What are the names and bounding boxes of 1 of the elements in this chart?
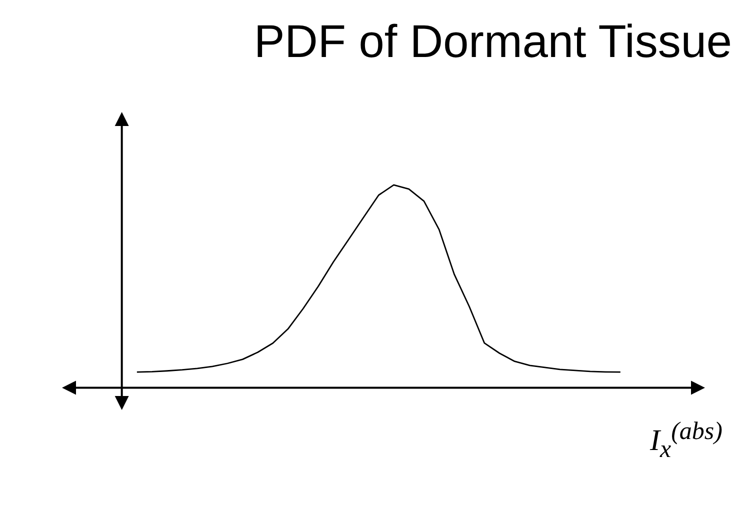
chart-title: PDF of Dormant Tissue: [254, 14, 732, 68]
